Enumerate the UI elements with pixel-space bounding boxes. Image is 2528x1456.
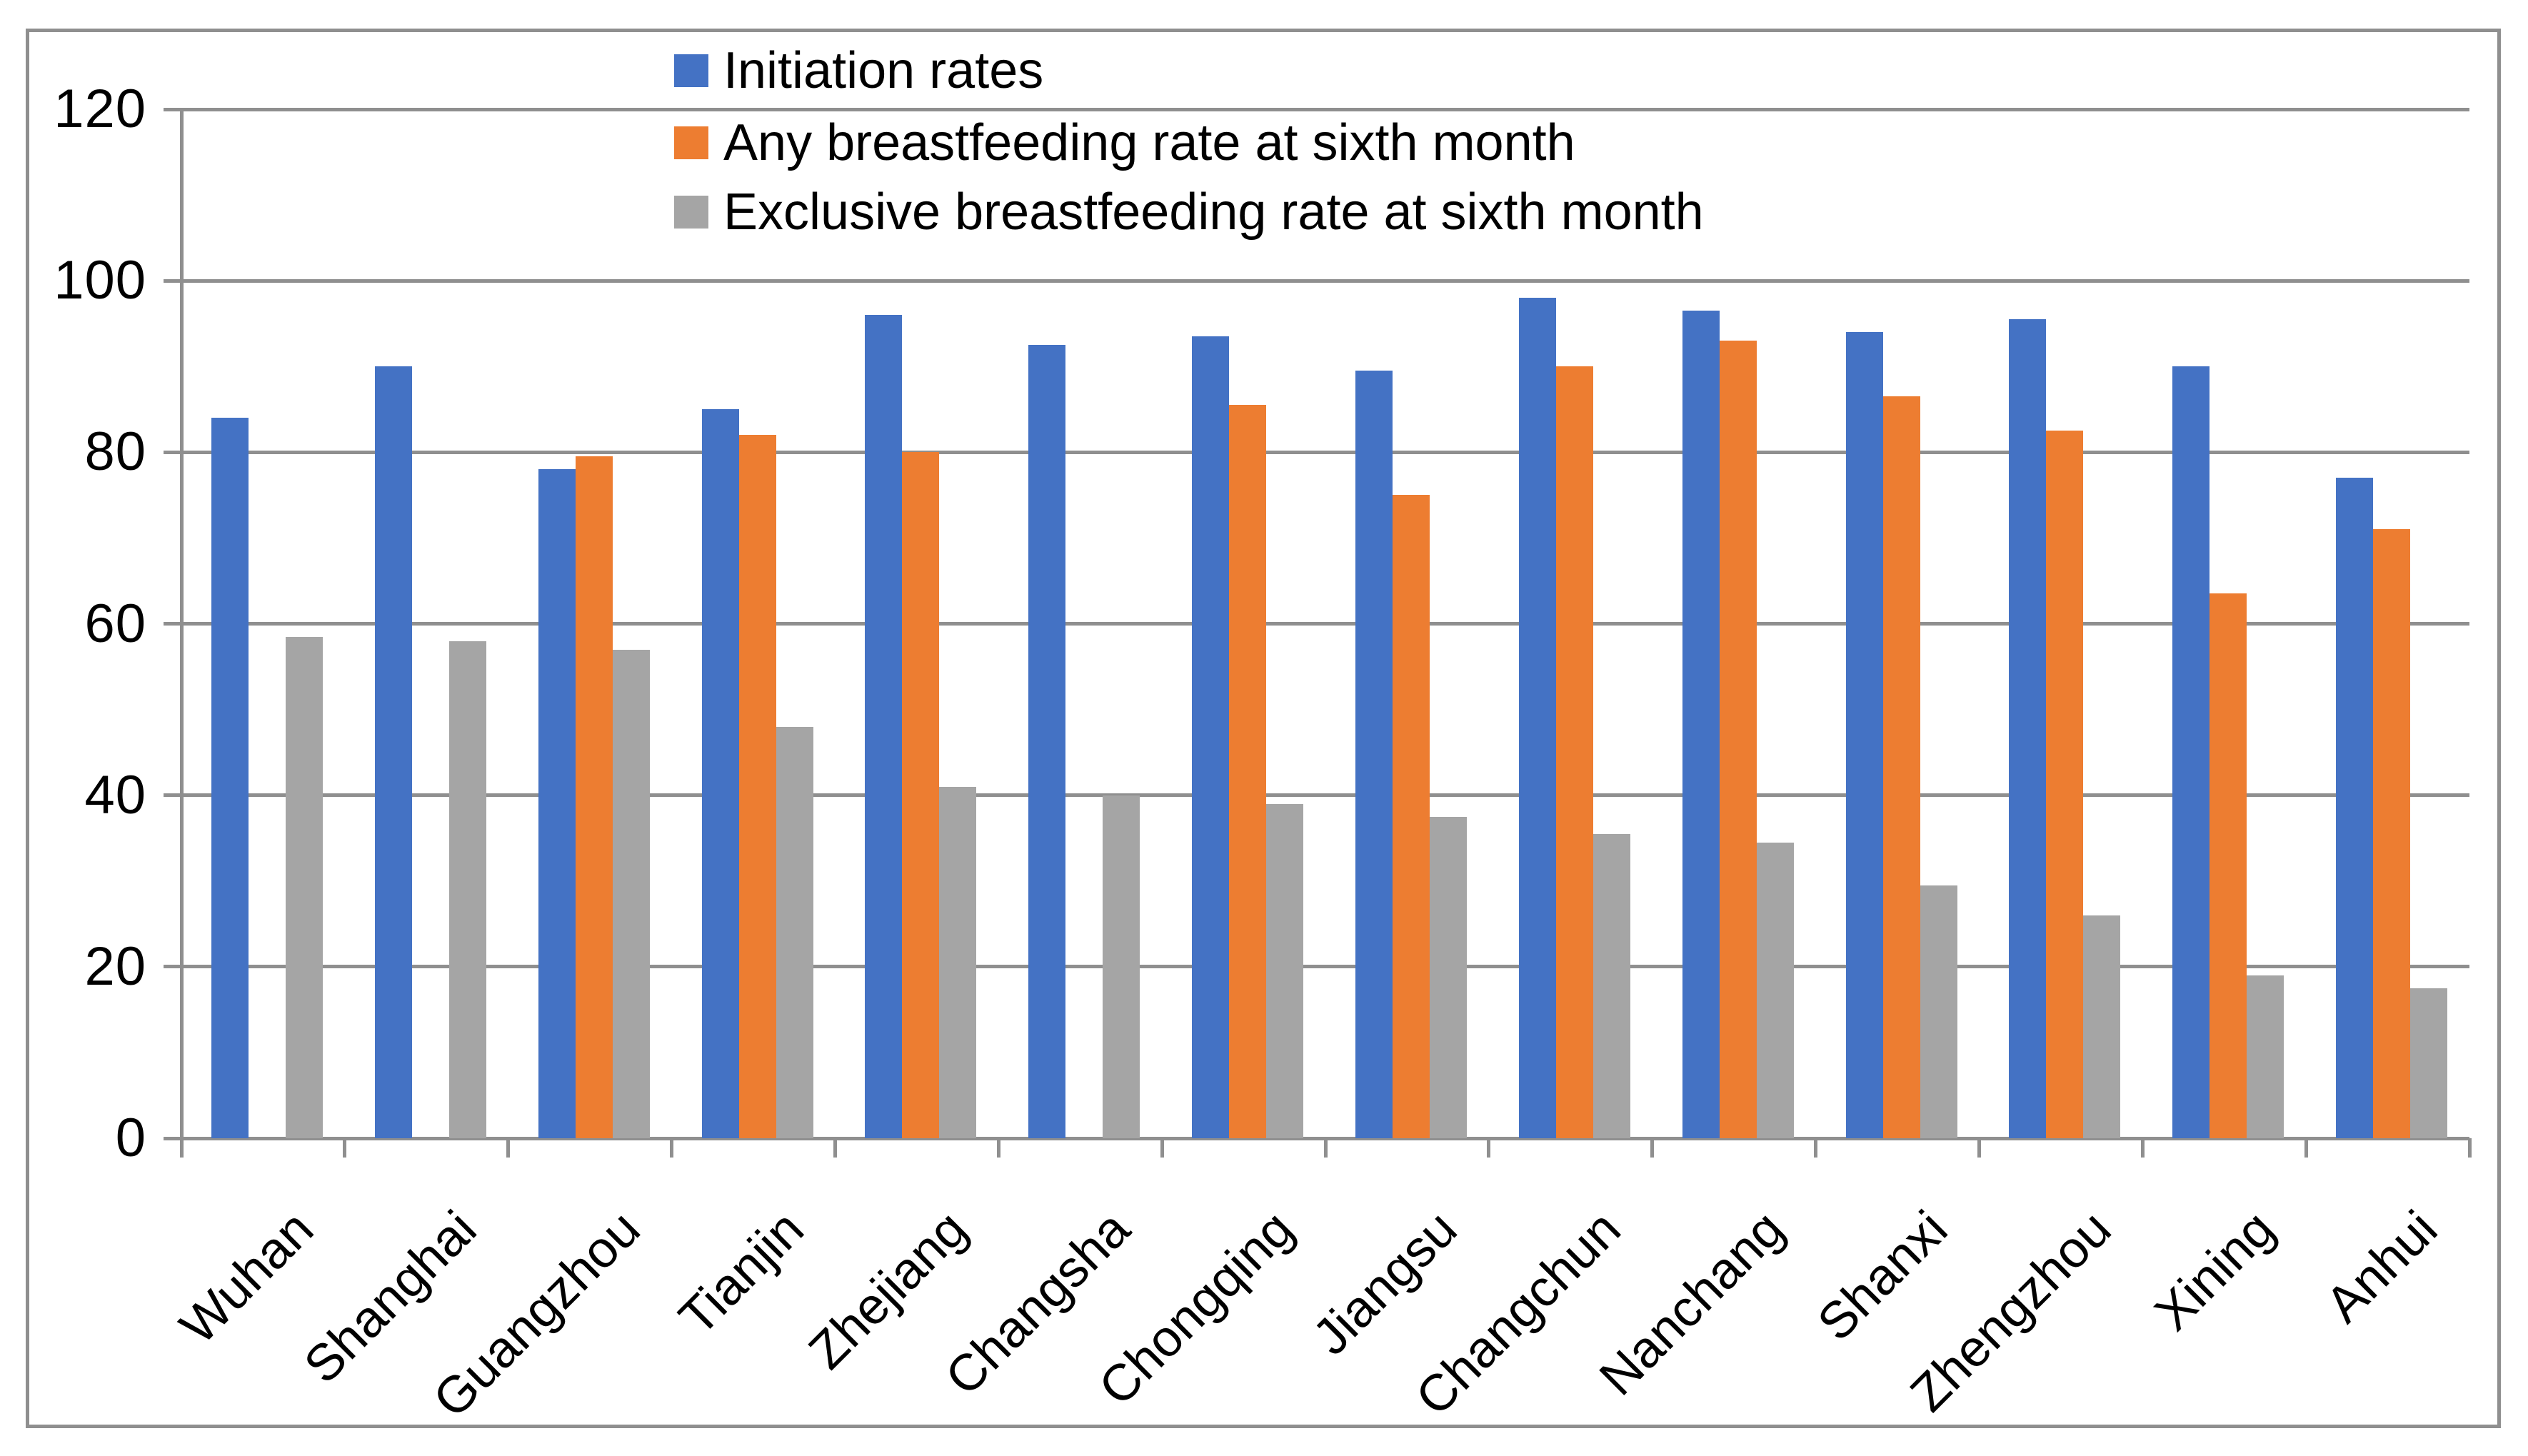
bar-chongqing-any-breastfeeding-rate-at-sixth-month [1229, 405, 1267, 1138]
y-tick-label-40: 40 [84, 764, 146, 825]
bar-tianjin-initiation-rates [701, 409, 739, 1138]
bar-changsha-exclusive-breastfeeding-rate-at-sixth-month [1103, 795, 1140, 1138]
bar-zhengzhou-exclusive-breastfeeding-rate-at-sixth-month [2083, 915, 2121, 1138]
bar-zhejiang-any-breastfeeding-rate-at-sixth-month [902, 452, 940, 1138]
y-tick-label-100: 100 [54, 250, 146, 311]
gridline-100 [164, 278, 2469, 283]
bar-tianjin-exclusive-breastfeeding-rate-at-sixth-month [776, 726, 813, 1138]
bar-tianjin-any-breastfeeding-rate-at-sixth-month [738, 435, 776, 1138]
x-axis-tick [343, 1138, 347, 1158]
gridline-20 [164, 965, 2469, 969]
legend-item-initiation-rates: Initiation rates [674, 42, 1043, 99]
gridline-0 [164, 1136, 2469, 1140]
x-axis-tick [2140, 1138, 2145, 1158]
bar-shanghai-exclusive-breastfeeding-rate-at-sixth-month [448, 641, 486, 1138]
x-axis-tick [2304, 1138, 2308, 1158]
x-axis-tick [1650, 1138, 1655, 1158]
x-axis-tick [506, 1138, 511, 1158]
x-axis-tick [833, 1138, 837, 1158]
bar-jiangsu-initiation-rates [1355, 371, 1393, 1138]
gridline-40 [164, 793, 2469, 798]
bar-changsha-initiation-rates [1028, 345, 1066, 1138]
gridline-120 [164, 107, 2469, 111]
bar-changchun-initiation-rates [1518, 298, 1556, 1138]
legend-swatch-initiation-rates [674, 54, 708, 87]
y-tick-label-80: 80 [84, 421, 146, 483]
x-axis-tick [179, 1138, 184, 1158]
y-axis-line [179, 107, 184, 1158]
bar-shanxi-exclusive-breastfeeding-rate-at-sixth-month [1920, 885, 1957, 1138]
y-tick-label-20: 20 [84, 935, 146, 997]
legend-item-any-breastfeeding: Any breastfeeding rate at sixth month [674, 114, 1575, 171]
bar-chongqing-initiation-rates [1192, 336, 1230, 1138]
gridline-80 [164, 450, 2469, 454]
legend-swatch-any-breastfeeding [674, 126, 708, 159]
y-tick-label-0: 0 [115, 1108, 146, 1168]
bar-wuhan-initiation-rates [211, 418, 249, 1138]
x-axis-tick [1160, 1138, 1164, 1158]
gridline-60 [164, 622, 2469, 626]
bar-jiangsu-exclusive-breastfeeding-rate-at-sixth-month [1430, 816, 1467, 1138]
x-axis-tick [1323, 1138, 1328, 1158]
bar-nanchang-initiation-rates [1682, 311, 1720, 1138]
bar-guangzhou-initiation-rates [538, 469, 576, 1138]
x-axis-tick [1814, 1138, 1818, 1158]
y-tick-label-60: 60 [84, 593, 146, 654]
bar-anhui-initiation-rates [2336, 478, 2374, 1138]
bar-zhengzhou-initiation-rates [2009, 319, 2047, 1138]
legend-label: Initiation rates [723, 42, 1044, 99]
bar-chongqing-exclusive-breastfeeding-rate-at-sixth-month [1266, 803, 1304, 1138]
bar-anhui-any-breastfeeding-rate-at-sixth-month [2373, 529, 2411, 1138]
bar-xining-initiation-rates [2172, 366, 2210, 1138]
bar-changchun-any-breastfeeding-rate-at-sixth-month [1555, 366, 1593, 1138]
legend-swatch-exclusive-breastfeeding [674, 196, 708, 229]
bar-nanchang-exclusive-breastfeeding-rate-at-sixth-month [1756, 842, 1794, 1138]
bar-jiangsu-any-breastfeeding-rate-at-sixth-month [1393, 495, 1430, 1138]
bar-changchun-exclusive-breastfeeding-rate-at-sixth-month [1592, 833, 1630, 1138]
x-axis-tick [996, 1138, 1000, 1158]
x-axis-tick [670, 1138, 674, 1158]
bar-wuhan-exclusive-breastfeeding-rate-at-sixth-month [286, 636, 323, 1138]
bar-shanxi-any-breastfeeding-rate-at-sixth-month [1882, 396, 1920, 1138]
bar-guangzhou-any-breastfeeding-rate-at-sixth-month [575, 456, 613, 1138]
bar-zhejiang-initiation-rates [865, 315, 903, 1138]
bar-zhengzhou-any-breastfeeding-rate-at-sixth-month [2046, 431, 2084, 1138]
x-axis-tick [1487, 1138, 1491, 1158]
legend-item-exclusive-breastfeeding: Exclusive breastfeeding rate at sixth mo… [674, 184, 1704, 241]
bar-xining-exclusive-breastfeeding-rate-at-sixth-month [2247, 975, 2284, 1138]
x-axis-tick [2467, 1138, 2472, 1158]
bar-guangzhou-exclusive-breastfeeding-rate-at-sixth-month [612, 649, 650, 1138]
legend-label: Any breastfeeding rate at sixth month [723, 114, 1575, 171]
bar-nanchang-any-breastfeeding-rate-at-sixth-month [1719, 341, 1757, 1138]
bar-shanxi-initiation-rates [1845, 332, 1883, 1138]
y-tick-label-120: 120 [54, 79, 146, 139]
x-axis-tick [1977, 1138, 1981, 1158]
bar-shanghai-initiation-rates [374, 366, 412, 1138]
bar-anhui-exclusive-breastfeeding-rate-at-sixth-month [2410, 988, 2448, 1138]
legend-label: Exclusive breastfeeding rate at sixth mo… [723, 184, 1704, 241]
bar-xining-any-breastfeeding-rate-at-sixth-month [2210, 593, 2247, 1138]
bar-zhejiang-exclusive-breastfeeding-rate-at-sixth-month [939, 786, 977, 1138]
